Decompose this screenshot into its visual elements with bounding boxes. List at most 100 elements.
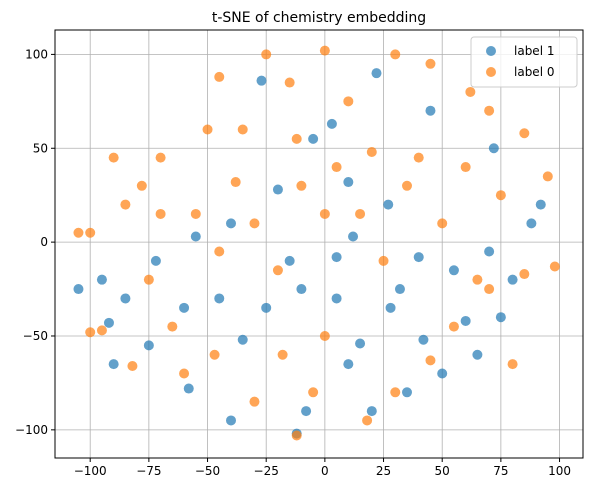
point	[272, 184, 283, 195]
point	[331, 293, 342, 304]
point	[319, 330, 330, 341]
point	[73, 284, 84, 295]
point	[331, 252, 342, 263]
point	[237, 124, 248, 135]
point	[378, 255, 389, 266]
legend-marker	[486, 46, 496, 56]
point	[143, 274, 154, 285]
points	[73, 45, 560, 441]
point	[179, 302, 190, 313]
point	[448, 321, 459, 332]
point	[85, 227, 96, 238]
legend: label 1 label 0	[470, 36, 578, 88]
point	[96, 325, 107, 336]
point	[155, 152, 166, 163]
y-tick-label: 0	[40, 235, 48, 249]
point	[390, 387, 401, 398]
point	[484, 284, 495, 295]
point	[507, 274, 518, 285]
point	[488, 143, 499, 154]
plot-frame	[54, 29, 584, 459]
point	[437, 368, 448, 379]
point	[371, 68, 382, 79]
point	[209, 349, 220, 360]
point	[308, 387, 319, 398]
point	[425, 105, 436, 116]
point	[355, 208, 366, 219]
point	[120, 293, 131, 304]
point	[183, 383, 194, 394]
point	[155, 208, 166, 219]
point	[249, 218, 260, 229]
point	[465, 86, 476, 97]
x-tick-label: −50	[195, 464, 220, 478]
point	[495, 312, 506, 323]
point	[519, 269, 530, 280]
point	[495, 190, 506, 201]
point	[261, 302, 272, 313]
point	[190, 231, 201, 242]
point	[85, 327, 96, 338]
y-tick-label: 50	[33, 141, 48, 155]
point	[108, 359, 119, 370]
point	[167, 321, 178, 332]
point	[230, 177, 241, 188]
point	[256, 75, 267, 86]
point	[390, 49, 401, 60]
legend-marker	[486, 67, 496, 77]
ticks: −100 −75 −50 −25 0 25 50 75 100 −100 −50 0 50 100	[15, 47, 571, 478]
point	[507, 359, 518, 370]
x-tick-label: 50	[435, 464, 450, 478]
point	[542, 171, 553, 182]
point	[549, 261, 560, 272]
point	[535, 199, 546, 210]
point	[291, 133, 302, 144]
x-tick-label: 75	[493, 464, 508, 478]
x-tick-label: 100	[548, 464, 571, 478]
point	[394, 284, 405, 295]
point	[284, 77, 295, 88]
point	[331, 162, 342, 173]
point	[355, 338, 366, 349]
point	[277, 349, 288, 360]
point	[96, 274, 107, 285]
point	[460, 162, 471, 173]
point	[326, 118, 337, 129]
x-tick-label: 0	[321, 464, 329, 478]
grid	[55, 30, 583, 458]
point	[385, 302, 396, 313]
legend-label: label 1	[514, 44, 554, 58]
point	[366, 147, 377, 158]
point	[402, 387, 412, 398]
point	[296, 284, 307, 295]
point	[472, 274, 483, 285]
point	[343, 96, 354, 107]
chart-title: t-SNE of chemistry embedding	[212, 10, 426, 26]
point	[214, 71, 225, 82]
point	[484, 246, 495, 257]
point	[202, 124, 213, 135]
point	[73, 227, 84, 238]
point	[526, 218, 537, 229]
point	[319, 208, 330, 219]
x-tick-label: −75	[136, 464, 161, 478]
point	[136, 180, 147, 191]
point	[120, 199, 131, 210]
point	[237, 334, 248, 345]
point	[362, 415, 373, 426]
point	[437, 218, 448, 229]
point	[413, 152, 424, 163]
point	[249, 396, 260, 407]
point	[460, 315, 471, 326]
point	[343, 177, 354, 188]
point	[425, 58, 436, 69]
legend-box	[470, 36, 578, 88]
point	[308, 133, 319, 144]
point	[448, 265, 459, 276]
point	[103, 317, 114, 328]
point	[343, 359, 354, 370]
point	[214, 246, 225, 257]
point	[413, 252, 424, 263]
point	[291, 430, 302, 441]
